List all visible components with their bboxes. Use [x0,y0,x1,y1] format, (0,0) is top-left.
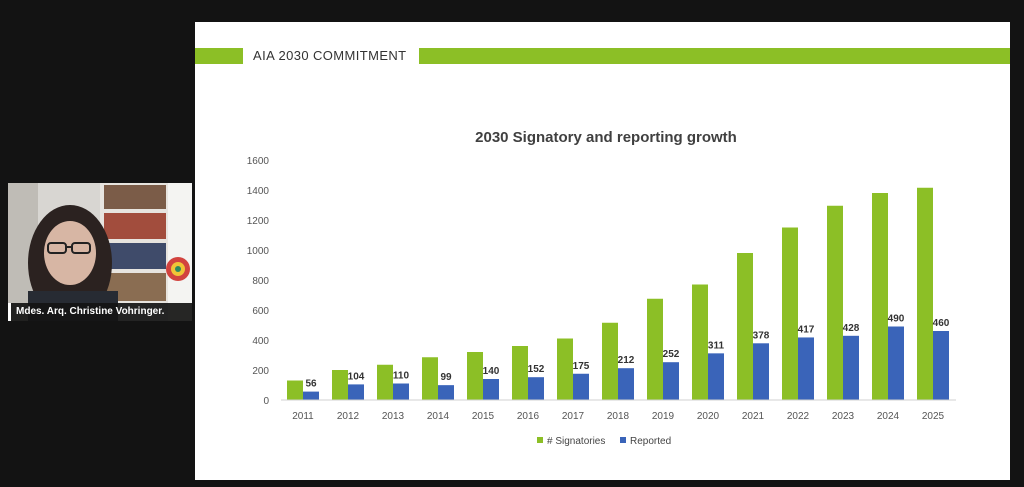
bar-signatories-2025 [917,187,933,400]
participant-name-label: Mdes. Arq. Christine Vohringer. [8,303,192,321]
chart-legend: # Signatories Reported [537,436,671,447]
data-label-reported-2013: 110 [393,371,410,382]
bar-reported-2013 [393,383,409,400]
legend-swatch-signatories [537,437,543,443]
x-tick-label: 2018 [607,411,630,422]
x-axis: 2011 2012 2013 2014 2015 2016 2017 2018 2019 2020… [281,399,956,422]
y-tick-label: 1200 [247,216,270,227]
presentation-slide: AIA 2030 COMMITMENT 2030 Signatory and r… [195,22,1010,480]
y-tick-label: 0 [263,396,269,407]
bar-signatories-2016 [512,346,528,400]
chart-title: 2030 Signatory and reporting growth [475,129,737,146]
x-tick-label: 2015 [472,411,495,422]
legend-label-reported: Reported [630,436,671,447]
y-tick-label: 400 [252,336,269,347]
data-label-reported-2017: 175 [573,361,590,372]
data-label-reported-2019: 252 [663,349,680,360]
x-tick-label: 2017 [562,411,585,422]
x-tick-label: 2023 [832,411,855,422]
bar-reported-2022 [798,337,814,400]
bar-signatories-2024 [872,193,888,400]
data-label-reported-2024: 490 [888,314,905,325]
bar-reported-2021 [753,343,769,400]
x-tick-label: 2014 [427,411,450,422]
header-accent-bar-left [195,48,243,64]
bar-reported-2014 [438,385,454,400]
bar-signatories-2012 [332,370,348,400]
x-tick-label: 2013 [382,411,405,422]
slide-header: AIA 2030 COMMITMENT [195,48,1010,64]
y-tick-label: 1000 [247,246,270,257]
data-label-reported-2015: 140 [483,366,500,377]
x-tick-label: 2022 [787,411,810,422]
data-label-reported-2021: 378 [753,330,770,341]
data-label-reported-2011: 56 [305,379,317,390]
bar-reported-2011 [303,391,319,400]
bar-signatories-2014 [422,357,438,400]
bar-signatories-2022 [782,227,798,400]
signatory-growth-chart: 2030 Signatory and reporting growth 0 200… [247,129,956,447]
x-tick-label: 2012 [337,411,360,422]
x-tick-label: 2011 [292,411,314,422]
x-tick-label: 2019 [652,411,675,422]
y-tick-label: 1600 [247,156,270,167]
bar-reported-2024 [888,326,904,400]
bar-reported-2012 [348,384,364,400]
participant-video-frame [8,183,192,321]
bar-reported-2018 [618,368,634,400]
slide-header-title: AIA 2030 COMMITMENT [253,48,407,63]
legend-label-signatories: # Signatories [547,436,605,447]
data-label-reported-2012: 104 [348,371,365,382]
bar-reported-2020 [708,353,724,400]
x-tick-label: 2021 [742,411,765,422]
bar-signatories-2015 [467,352,483,400]
x-tick-label: 2020 [697,411,720,422]
bar-signatories-2013 [377,364,393,400]
data-label-reported-2014: 99 [440,372,452,383]
y-tick-label: 800 [252,276,269,287]
bar-signatories-2017 [557,338,573,400]
chart-bars: 56 104 110 99 140 152 175 212 252 311 378 417 428 490… [287,187,950,400]
y-axis: 0 200 400 600 800 1000 1200 1400 1600 [247,156,270,407]
bar-signatories-2019 [647,298,663,400]
x-tick-label: 2016 [517,411,540,422]
x-tick-label: 2025 [922,411,945,422]
bar-reported-2015 [483,379,499,400]
bar-reported-2017 [573,373,589,400]
data-label-reported-2023: 428 [843,323,860,334]
data-label-reported-2016: 152 [528,364,545,375]
bar-reported-2016 [528,377,544,400]
data-label-reported-2020: 311 [708,340,725,351]
y-tick-label: 600 [252,306,269,317]
bar-reported-2025 [933,331,949,400]
bar-signatories-2018 [602,322,618,400]
bar-signatories-2021 [737,253,753,400]
y-tick-label: 1400 [247,186,270,197]
data-label-reported-2025: 460 [933,318,950,329]
header-accent-bar-right [419,48,1010,64]
participant-video-tile[interactable] [8,183,192,321]
bar-reported-2019 [663,362,679,400]
bar-reported-2023 [843,335,859,400]
legend-swatch-reported [620,437,626,443]
data-label-reported-2018: 212 [618,355,635,366]
bar-signatories-2020 [692,284,708,400]
data-label-reported-2022: 417 [798,324,815,335]
bar-signatories-2011 [287,380,303,400]
bar-signatories-2023 [827,205,843,400]
x-tick-label: 2024 [877,411,900,422]
y-tick-label: 200 [252,366,269,377]
